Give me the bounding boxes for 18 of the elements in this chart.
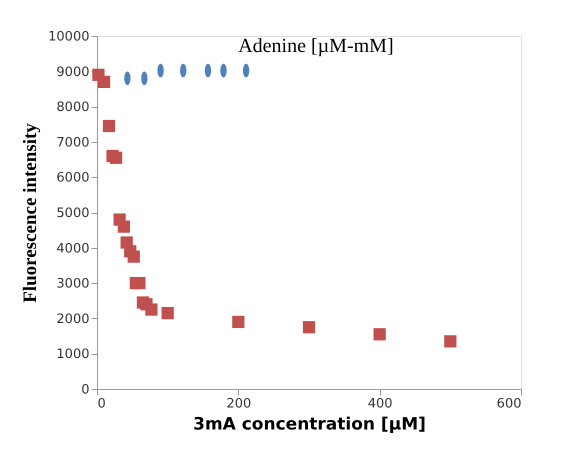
y-tick-label: 0 — [81, 382, 90, 398]
y-tick-label: 5000 — [56, 206, 90, 221]
x-tick-label: 600 — [496, 396, 522, 412]
series-label: Adenine [µM-mM] — [238, 35, 394, 57]
y-tick-label: 7000 — [56, 135, 90, 150]
y-tick-label: 2000 — [56, 312, 90, 327]
y-tick-label: 6000 — [56, 170, 90, 186]
y-tick-label: 1000 — [56, 347, 90, 362]
y-tick-label: 3000 — [56, 276, 90, 292]
y-tick-label: 10000 — [48, 30, 90, 44]
x-tick-label: 400 — [368, 396, 393, 412]
y-tick-label: 8000 — [56, 100, 90, 116]
y-axis-title: Fluorescence intensity — [20, 122, 42, 303]
x-tick-label: 0 — [98, 396, 106, 412]
y-tick-label: 9000 — [56, 64, 90, 80]
x-tick-label: 200 — [226, 396, 252, 412]
y-tick-label: 4000 — [56, 241, 90, 256]
x-axis-title: 3mA concentration [µM] — [193, 414, 426, 434]
